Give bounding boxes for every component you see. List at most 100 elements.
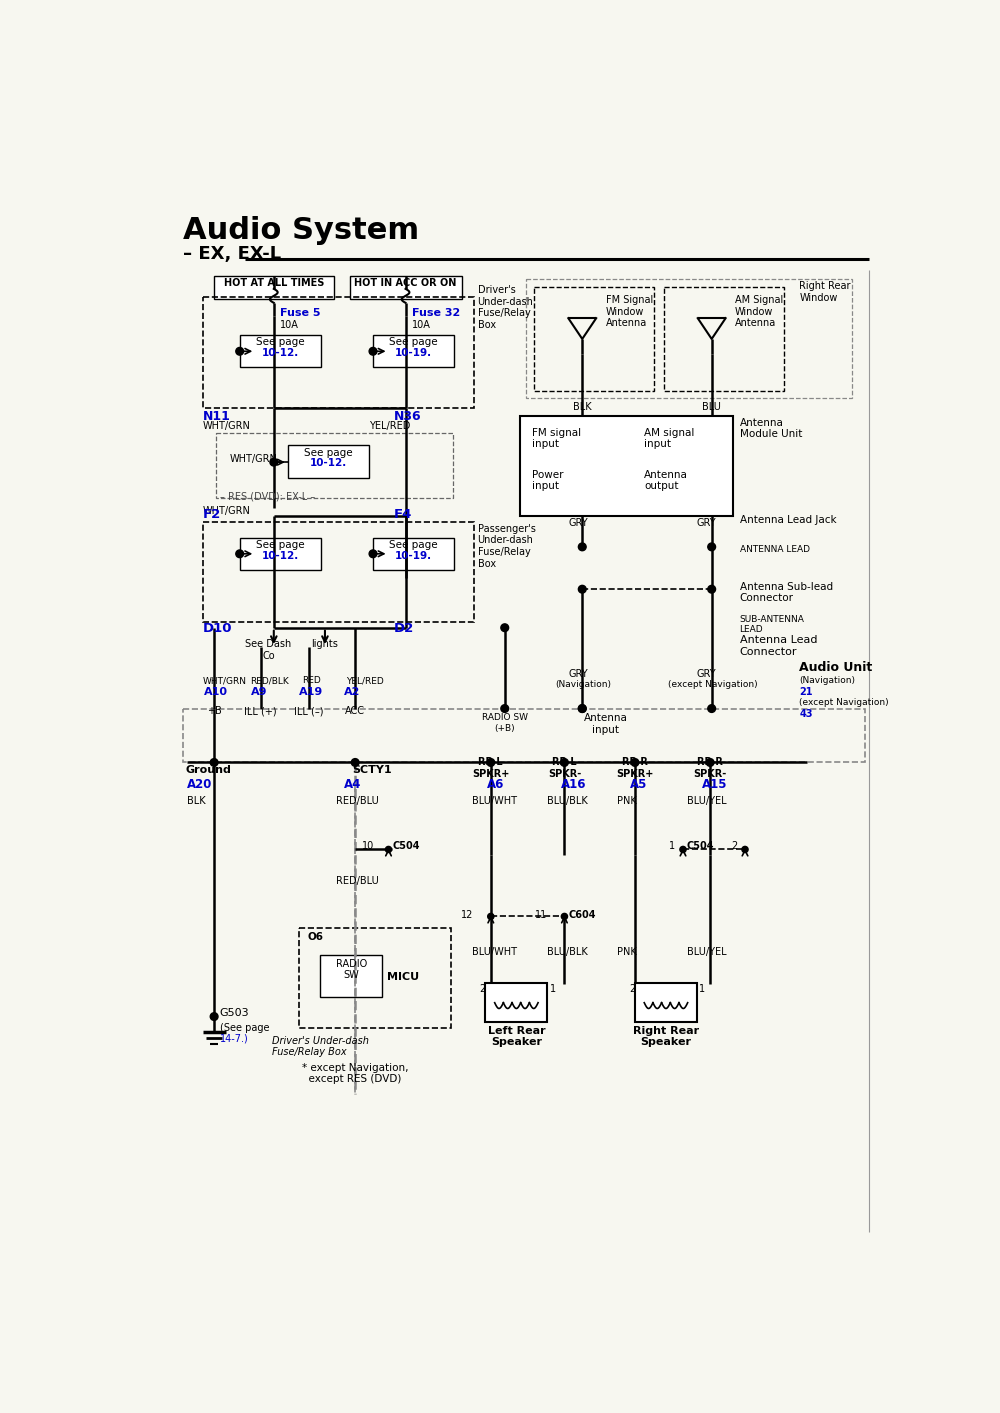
Bar [240,335,321,367]
Bar [485,983,547,1022]
Circle shape [351,759,359,766]
Text: Left Rear
Speaker: Left Rear Speaker [488,1026,545,1047]
Text: A15: A15 [702,779,728,791]
Bar [520,415,733,516]
Text: BLU/BLK: BLU/BLK [547,796,588,805]
Text: (except Navigation): (except Navigation) [668,680,757,690]
Circle shape [385,846,392,852]
Text: (Navigation): (Navigation) [555,680,611,690]
Bar [373,537,454,569]
Bar [664,287,784,391]
Circle shape [578,705,586,712]
Circle shape [561,913,568,920]
Text: Antenna
input: Antenna input [584,714,627,735]
Circle shape [210,1013,218,1020]
Circle shape [501,625,509,632]
Text: WHT/GRN: WHT/GRN [202,421,250,431]
Text: RED/BLU: RED/BLU [336,796,379,805]
Text: D10: D10 [202,622,232,636]
Text: Right Rear
Speaker: Right Rear Speaker [633,1026,699,1047]
Text: A9: A9 [251,687,268,697]
Text: See page: See page [389,540,438,550]
Circle shape [631,759,639,766]
Text: 10A: 10A [412,319,431,329]
Circle shape [578,705,586,712]
Circle shape [488,913,494,920]
Text: RADIO
SW: RADIO SW [336,959,367,981]
Text: 10-19.: 10-19. [395,551,432,561]
Text: WHT/GRN: WHT/GRN [202,677,246,685]
Text: 11: 11 [535,910,547,920]
Text: FM signal
input: FM signal input [532,428,581,449]
Text: 2: 2 [479,985,485,995]
Circle shape [236,348,244,355]
Text: See Dash
Co: See Dash Co [245,639,292,661]
Text: Fuse 32: Fuse 32 [412,308,460,318]
Bar [320,955,382,998]
Text: C504: C504 [687,841,714,851]
Text: ILL (–): ILL (–) [294,706,323,716]
Text: Audio Unit: Audio Unit [799,661,872,674]
Text: SUB-ANTENNA
LEAD: SUB-ANTENNA LEAD [740,615,804,634]
Text: A6: A6 [487,779,504,791]
Text: GRY: GRY [696,519,716,528]
Text: F2: F2 [202,509,221,521]
Text: C504: C504 [392,841,420,851]
Text: 14-7.): 14-7.) [220,1033,248,1043]
Text: PNK: PNK [617,796,637,805]
Bar [288,445,369,478]
Text: 10A: 10A [280,319,299,329]
Bar [240,537,321,569]
Bar [350,276,462,300]
Text: PNK: PNK [617,947,637,957]
Text: 1: 1 [698,985,705,995]
Text: (except Navigation): (except Navigation) [799,698,889,706]
Text: 1: 1 [550,985,556,995]
Bar [526,278,852,398]
Text: 10-12.: 10-12. [261,551,299,561]
Text: N36: N36 [394,410,422,422]
Text: G503: G503 [220,1007,249,1017]
Text: ANTENNA LEAD: ANTENNA LEAD [740,545,810,554]
Text: Passenger's
Under-dash
Fuse/Relay
Box: Passenger's Under-dash Fuse/Relay Box [478,524,536,568]
Text: Power
input: Power input [532,471,563,492]
Bar [214,276,334,300]
Text: BLK: BLK [187,796,206,805]
Text: See page: See page [304,448,352,458]
Text: RED: RED [302,677,320,685]
Circle shape [236,550,244,558]
Text: A4: A4 [344,779,361,791]
Bar [202,523,474,622]
Text: ILL (+): ILL (+) [244,706,277,716]
Text: RED/BLU: RED/BLU [336,876,379,886]
Text: 2: 2 [629,985,635,995]
Text: A10: A10 [204,687,228,697]
Text: Right Rear
Window: Right Rear Window [799,281,851,302]
Text: ACC: ACC [345,706,365,716]
Circle shape [742,846,748,852]
Text: 1: 1 [669,841,675,851]
Text: SCTY1: SCTY1 [352,764,392,774]
Text: Ground: Ground [185,764,231,774]
Circle shape [369,550,377,558]
Text: D2: D2 [394,622,414,636]
Text: AM signal
input: AM signal input [644,428,695,449]
Text: A5: A5 [630,779,648,791]
Text: RADIO SW
(+B): RADIO SW (+B) [482,714,528,732]
Text: BLU/WHT: BLU/WHT [472,796,517,805]
Text: A20: A20 [187,779,212,791]
Text: See page: See page [256,338,304,348]
Text: 10: 10 [362,841,375,851]
Text: RR R
SPKR+: RR R SPKR+ [616,757,654,779]
Text: GRY: GRY [568,519,588,528]
Text: RR R
SPKR-: RR R SPKR- [694,757,727,779]
Circle shape [708,585,716,593]
Text: Fuse 5: Fuse 5 [280,308,320,318]
Text: Antenna Lead Jack: Antenna Lead Jack [740,514,836,524]
Text: GRY: GRY [568,668,588,678]
Text: C604: C604 [568,910,596,920]
Circle shape [706,759,714,766]
Text: AM Signal
Window
Antenna: AM Signal Window Antenna [735,295,783,328]
Text: Antenna Sub-lead
Connector: Antenna Sub-lead Connector [740,582,833,603]
Text: RED/BLK: RED/BLK [251,677,289,685]
